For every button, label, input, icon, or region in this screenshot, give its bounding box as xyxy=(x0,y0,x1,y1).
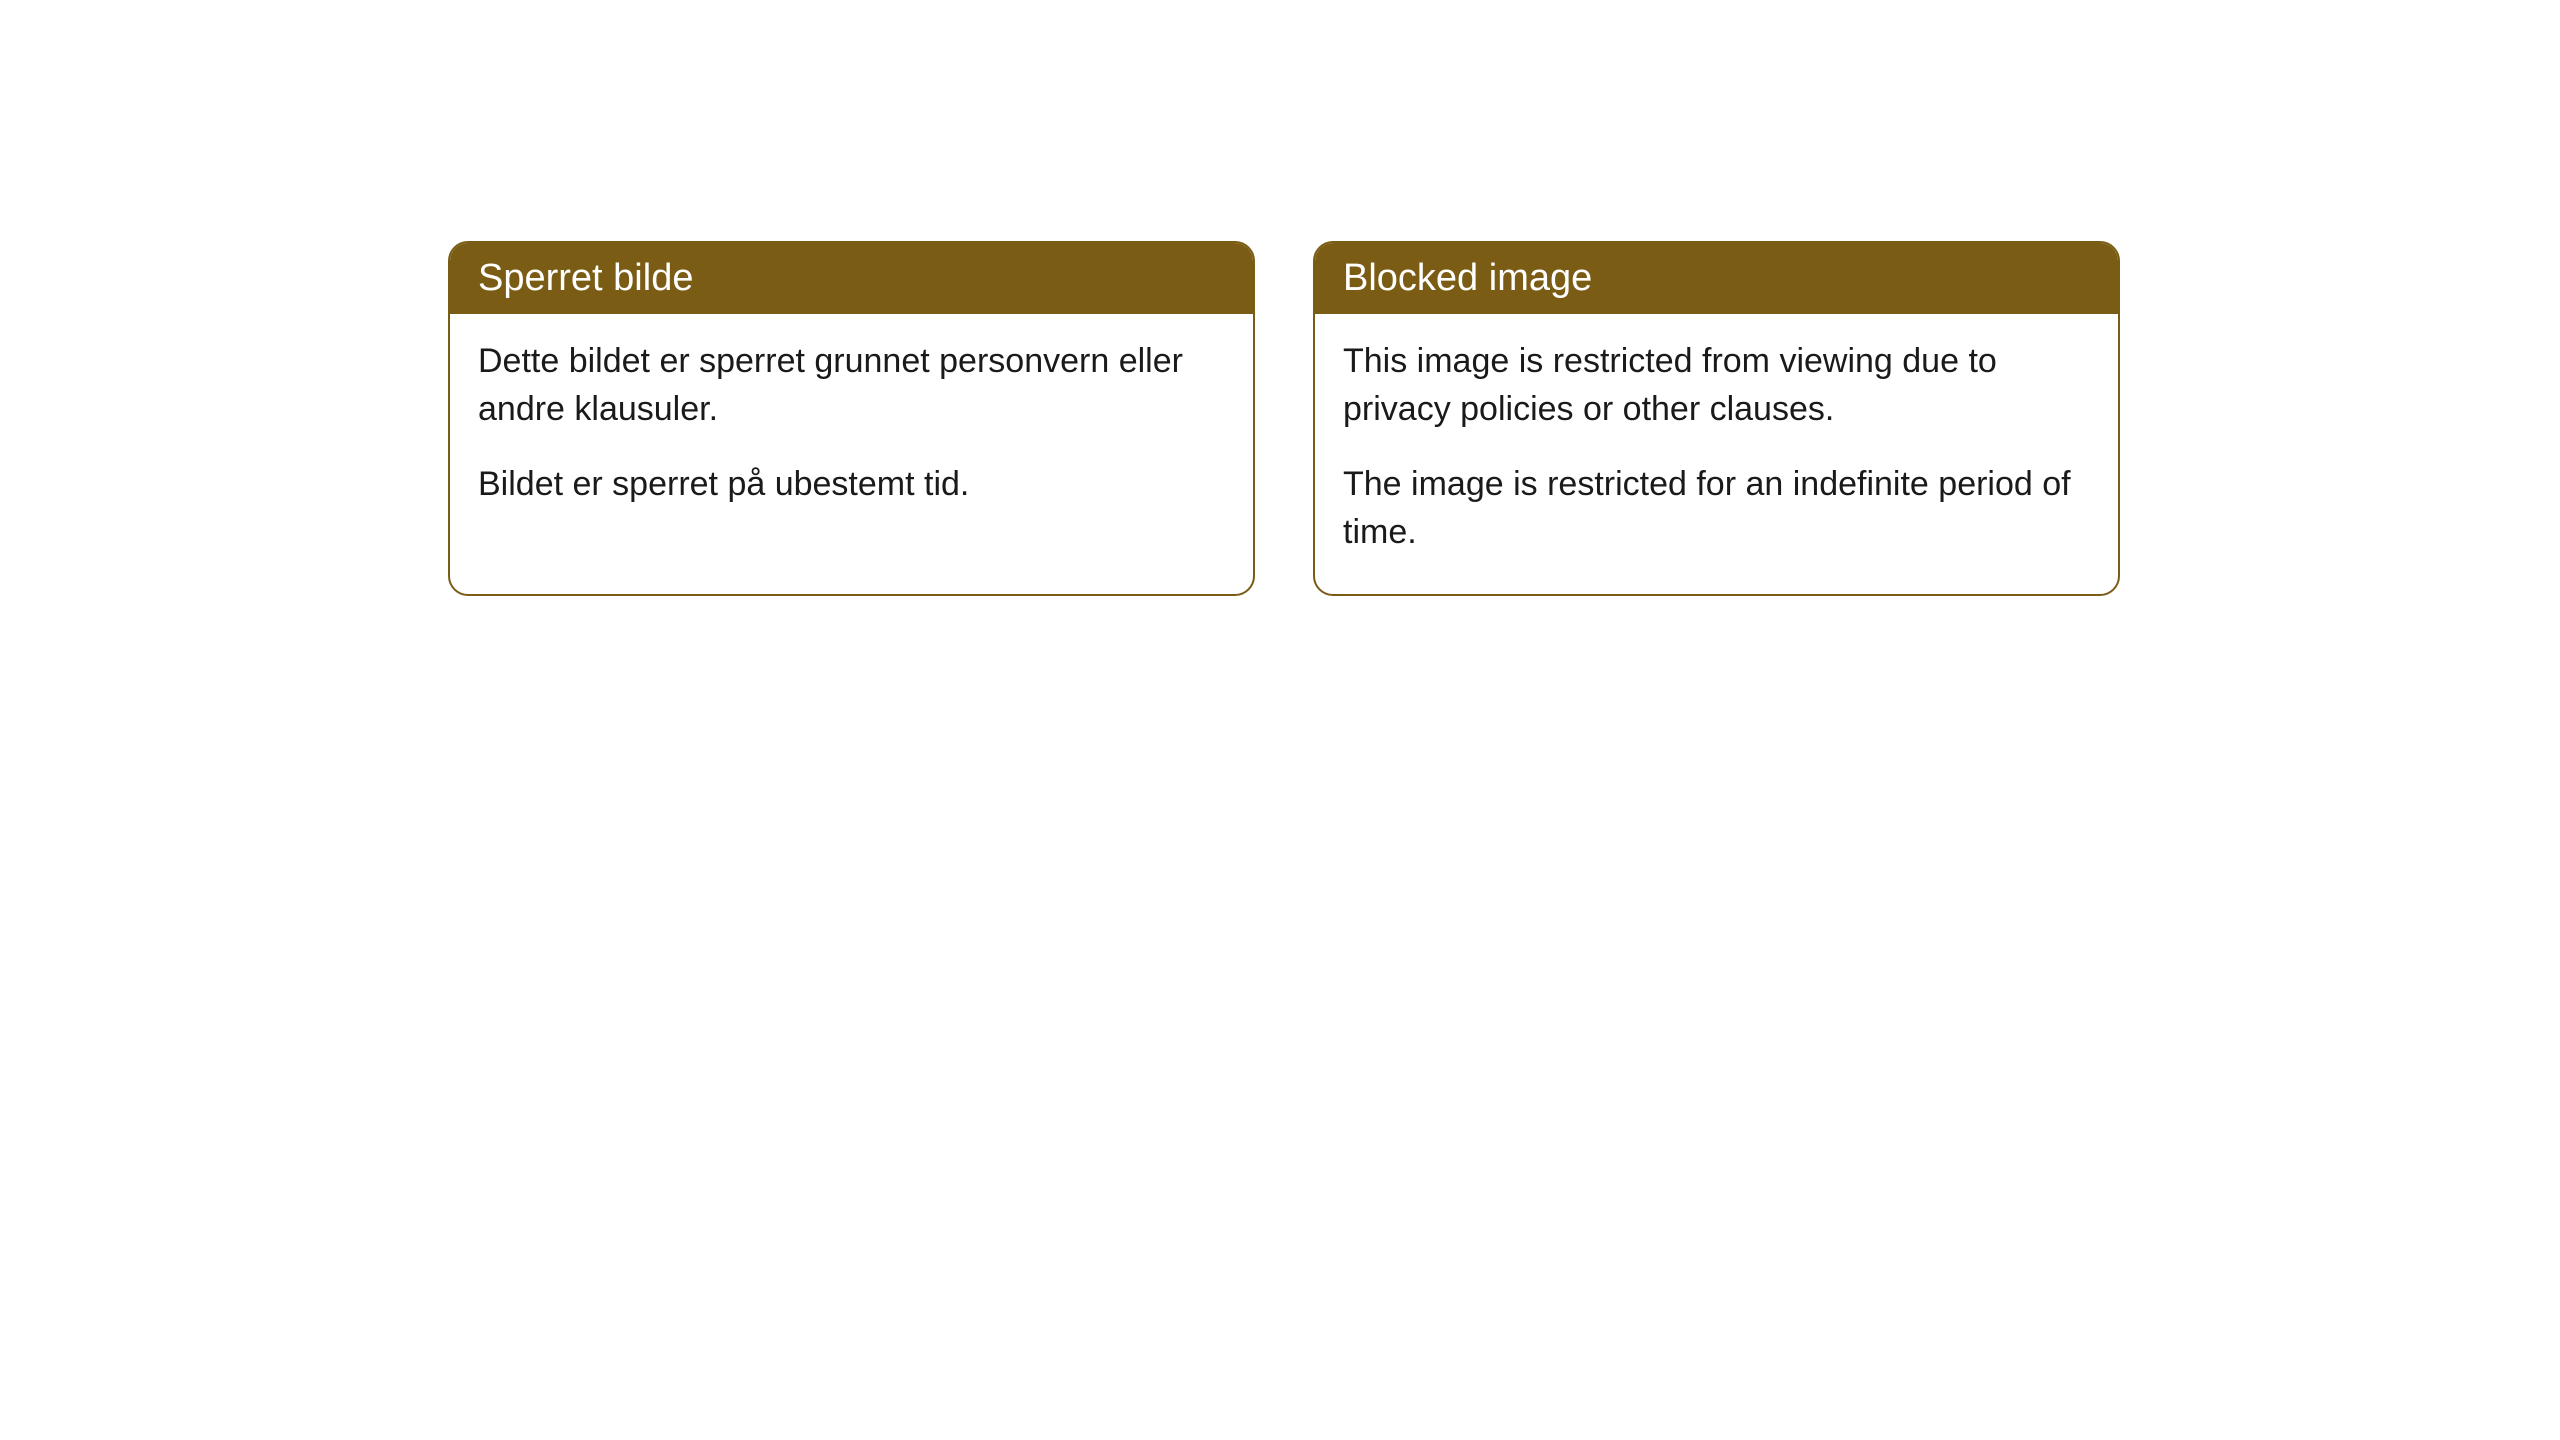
card-title-en: Blocked image xyxy=(1343,257,1592,299)
card-header-en: Blocked image xyxy=(1315,243,2118,314)
card-paragraph-1-en: This image is restricted from viewing du… xyxy=(1343,338,2090,433)
blocked-image-card-no: Sperret bilde Dette bildet er sperret gr… xyxy=(448,241,1255,596)
card-body-no: Dette bildet er sperret grunnet personve… xyxy=(450,314,1253,547)
card-paragraph-2-no: Bildet er sperret på ubestemt tid. xyxy=(478,461,1225,509)
blocked-image-card-en: Blocked image This image is restricted f… xyxy=(1313,241,2120,596)
card-paragraph-1-no: Dette bildet er sperret grunnet personve… xyxy=(478,338,1225,433)
card-paragraph-2-en: The image is restricted for an indefinit… xyxy=(1343,461,2090,556)
card-title-no: Sperret bilde xyxy=(478,257,693,299)
cards-container: Sperret bilde Dette bildet er sperret gr… xyxy=(448,241,2120,596)
card-body-en: This image is restricted from viewing du… xyxy=(1315,314,2118,594)
card-header-no: Sperret bilde xyxy=(450,243,1253,314)
